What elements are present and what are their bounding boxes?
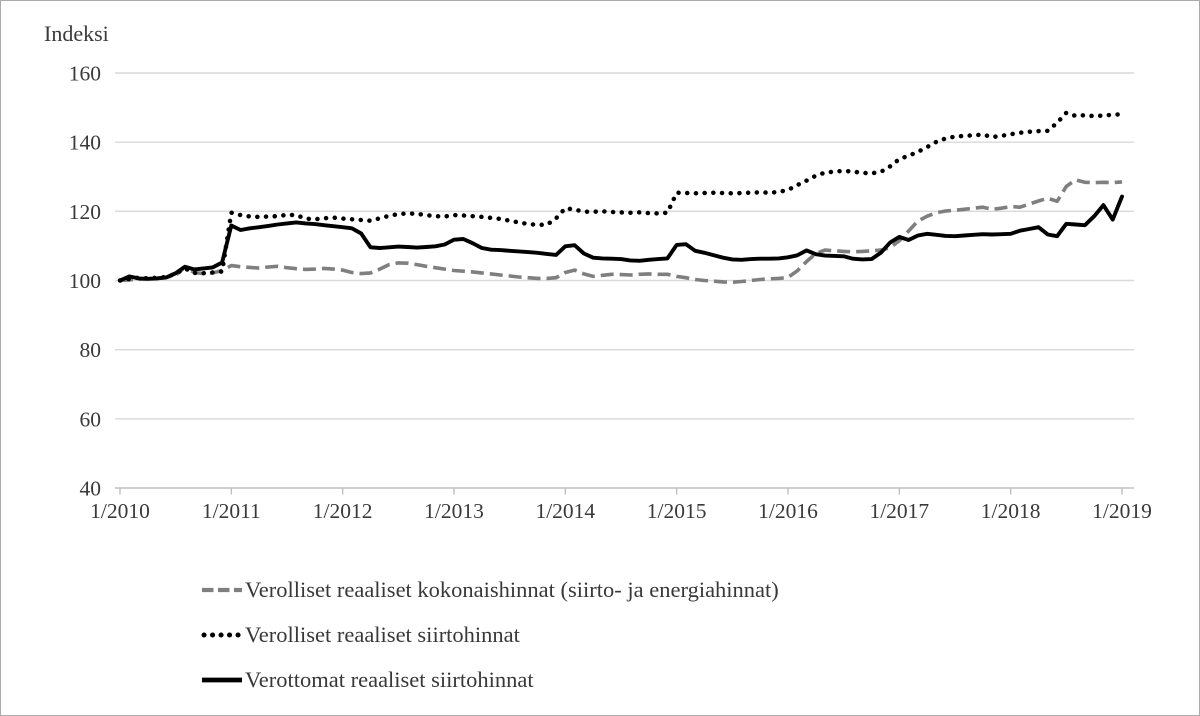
y-tick-label: 60 (80, 407, 102, 431)
x-tick-label: 1/2015 (647, 499, 707, 523)
x-tick-label: 1/2019 (1092, 499, 1152, 523)
legend-item-transfer-prices-taxed: Verolliset reaaliset siirtohinnat (201, 612, 779, 657)
legend-item-total-prices: Verolliset reaaliset kokonaishinnat (sii… (201, 567, 779, 612)
legend-label-total-prices: Verolliset reaaliset kokonaishinnat (sii… (245, 577, 779, 602)
legend-item-transfer-prices-untaxed: Verottomat reaaliset siirtohinnat (201, 657, 779, 702)
series-lines (117, 110, 1125, 285)
solid-line-sample-icon (202, 677, 242, 682)
dotted-line-sample-icon (201, 632, 243, 637)
series-line-dashed (119, 178, 1123, 285)
y-tick-label: 40 (80, 477, 102, 501)
y-tick-label: 140 (69, 131, 101, 155)
x-tick-label: 1/2016 (758, 499, 818, 523)
legend-label-transfer-prices-taxed: Verolliset reaaliset siirtohinnat (245, 622, 520, 647)
x-axis (115, 487, 1134, 495)
x-tick-label: 1/2011 (202, 499, 261, 523)
series-line-dotted (117, 110, 1125, 283)
y-tick-label: 80 (80, 338, 102, 362)
y-tick-label: 160 (69, 62, 101, 86)
gridlines (115, 72, 1134, 420)
legend: Verolliset reaaliset kokonaishinnat (sii… (201, 567, 779, 702)
y-axis-tick-labels: 40 60 80 100 120 140 160 (69, 62, 101, 501)
x-tick-label: 1/2014 (535, 499, 595, 523)
x-tick-label: 1/2013 (424, 499, 484, 523)
y-tick-label: 100 (69, 269, 101, 293)
x-axis-tick-labels: 1/2010 1/2011 1/2012 1/2013 1/2014 1/2015 1/20… (90, 499, 1152, 523)
x-tick-label: 1/2010 (90, 499, 150, 523)
legend-label-transfer-prices-untaxed: Verottomat reaaliset siirtohinnat (245, 667, 534, 692)
y-axis-title: Indeksi (44, 21, 109, 46)
x-tick-label: 1/2017 (869, 499, 929, 523)
x-tick-label: 1/2012 (313, 499, 373, 523)
series-line-solid (118, 194, 1124, 283)
y-tick-label: 120 (69, 200, 101, 224)
x-tick-label: 1/2018 (981, 499, 1041, 523)
dashed-line-sample-icon (202, 587, 242, 592)
